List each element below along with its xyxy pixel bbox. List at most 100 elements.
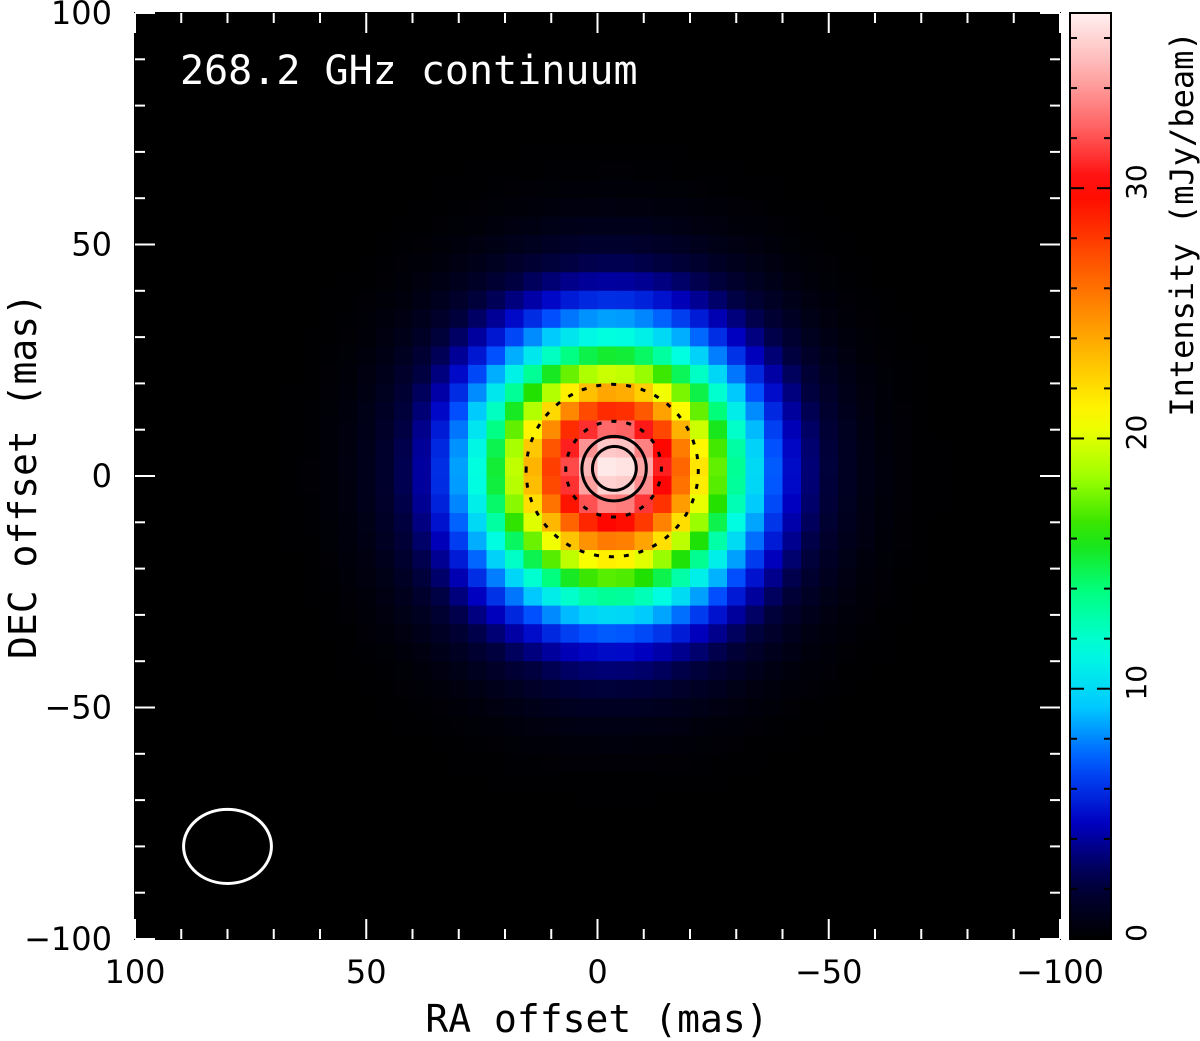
map-pixel	[986, 198, 1006, 218]
map-pixel	[634, 624, 654, 644]
axis-ticks	[134, 12, 1061, 940]
map-pixel	[912, 661, 932, 681]
map-pixel	[782, 790, 802, 810]
map-pixel	[616, 642, 636, 662]
map-pixel	[782, 883, 802, 903]
map-pixel	[542, 457, 562, 477]
map-pixel	[375, 735, 395, 755]
map-pixel	[338, 290, 358, 310]
map-pixel	[412, 179, 432, 199]
map-pixel	[1004, 68, 1024, 88]
map-pixel	[1023, 457, 1043, 477]
map-pixel	[745, 809, 765, 829]
map-pixel	[819, 364, 839, 384]
map-pixel	[283, 513, 303, 533]
map-pixel	[930, 864, 950, 884]
map-pixel	[912, 235, 932, 255]
map-pixel	[949, 142, 969, 162]
map-pixel	[838, 179, 858, 199]
map-pixel	[579, 550, 599, 570]
map-pixel	[375, 105, 395, 125]
map-pixel	[893, 68, 913, 88]
map-pixel	[616, 864, 636, 884]
map-pixel	[523, 290, 543, 310]
map-pixel	[431, 920, 451, 939]
map-pixel	[560, 642, 580, 662]
map-pixel	[505, 550, 525, 570]
map-pixel	[135, 31, 155, 51]
map-pixel	[283, 346, 303, 366]
map-pixel	[653, 568, 673, 588]
map-pixel	[357, 698, 377, 718]
map-pixel	[949, 68, 969, 88]
map-pixel	[690, 68, 710, 88]
map-pixel	[597, 346, 617, 366]
map-pixel	[819, 587, 839, 607]
map-pixel	[468, 309, 488, 329]
map-pixel	[616, 364, 636, 384]
map-pixel	[838, 364, 858, 384]
map-pixel	[449, 401, 469, 421]
map-pixel	[468, 161, 488, 181]
map-pixel	[967, 550, 987, 570]
map-pixel	[264, 661, 284, 681]
map-pixel	[542, 772, 562, 792]
map-pixel	[986, 679, 1006, 699]
map-pixel	[560, 198, 580, 218]
map-pixel	[301, 401, 321, 421]
map-pixel	[1023, 790, 1043, 810]
map-pixel	[671, 790, 691, 810]
map-pixel	[801, 846, 821, 866]
map-pixel	[801, 624, 821, 644]
map-pixel	[690, 401, 710, 421]
map-pixel	[227, 364, 247, 384]
map-pixel	[801, 864, 821, 884]
map-pixel	[912, 476, 932, 496]
map-pixel	[893, 587, 913, 607]
map-pixel	[135, 161, 155, 181]
map-pixel	[819, 50, 839, 70]
map-pixel	[412, 346, 432, 366]
map-pixel	[690, 661, 710, 681]
map-pixel	[338, 198, 358, 218]
map-pixel	[616, 290, 636, 310]
map-pixel	[190, 476, 210, 496]
map-pixel	[468, 531, 488, 551]
map-pixel	[523, 198, 543, 218]
map-pixel	[875, 809, 895, 829]
map-pixel	[412, 68, 432, 88]
map-pixel	[227, 198, 247, 218]
map-pixel	[412, 401, 432, 421]
map-pixel	[542, 290, 562, 310]
map-pixel	[301, 642, 321, 662]
map-pixel	[912, 513, 932, 533]
map-pixel	[264, 68, 284, 88]
map-pixel	[394, 364, 414, 384]
map-pixel	[301, 587, 321, 607]
map-pixel	[801, 383, 821, 403]
map-pixel	[264, 753, 284, 773]
map-pixel	[1023, 568, 1043, 588]
map-pixel	[542, 476, 562, 496]
map-pixel	[856, 420, 876, 440]
map-pixel	[486, 790, 506, 810]
map-pixel	[505, 439, 525, 459]
map-pixel	[856, 920, 876, 939]
map-pixel	[209, 31, 229, 51]
map-pixel	[209, 531, 229, 551]
map-pixel	[690, 753, 710, 773]
map-pixel	[634, 253, 654, 273]
map-pixel	[708, 476, 728, 496]
map-pixel	[856, 568, 876, 588]
map-pixel	[782, 142, 802, 162]
map-pixel	[1041, 679, 1060, 699]
map-pixel	[856, 902, 876, 922]
map-pixel	[172, 587, 192, 607]
map-pixel	[264, 513, 284, 533]
map-pixel	[338, 272, 358, 292]
map-pixel	[375, 476, 395, 496]
map-pixel	[986, 13, 1006, 33]
map-pixel	[579, 902, 599, 922]
map-pixel	[246, 401, 266, 421]
map-pixel	[616, 31, 636, 51]
